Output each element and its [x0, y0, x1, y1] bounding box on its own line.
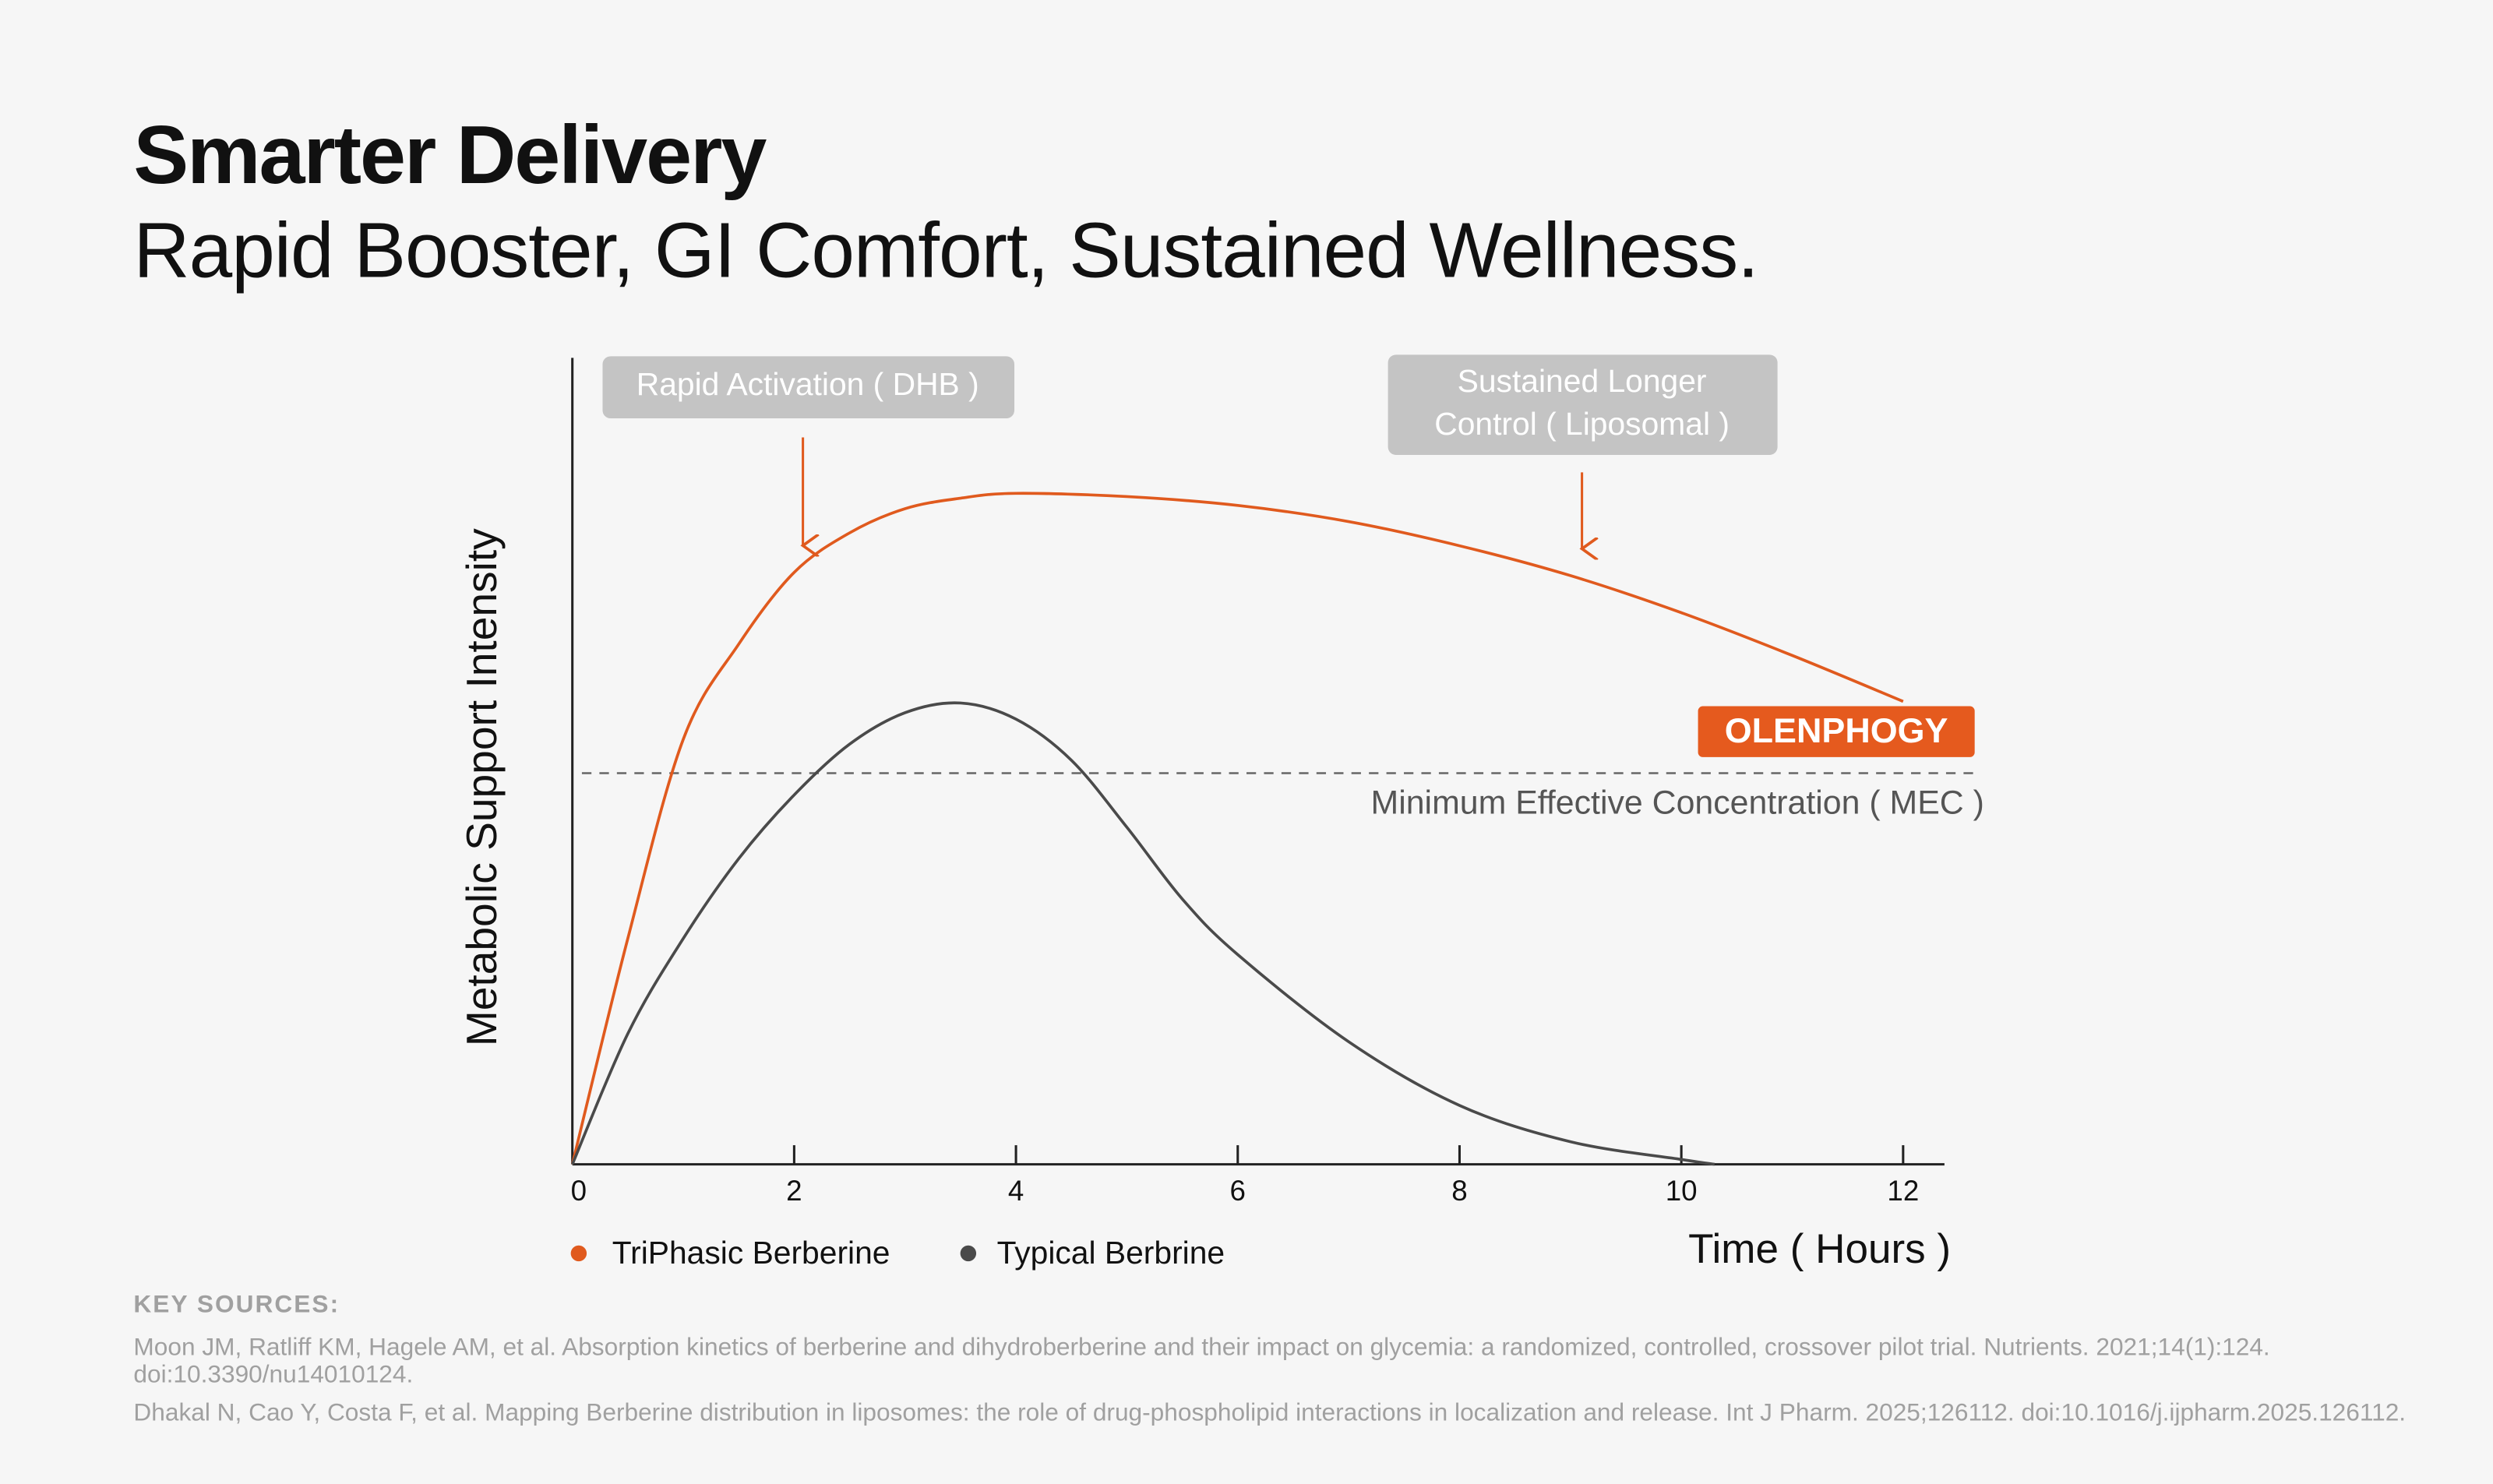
sources-heading: KEY SOURCES:: [133, 1291, 340, 1319]
x-tick-label: 8: [1451, 1175, 1467, 1207]
legend-label: TriPhasic Berberine: [612, 1235, 890, 1271]
x-tick-label: 2: [786, 1175, 802, 1207]
source: Moon JM, Ratliff KM, Hagele AM, et al. A…: [133, 1334, 2270, 1389]
legend-dot: [960, 1245, 977, 1262]
annotation-box: [1388, 354, 1778, 455]
source: Dhakal N, Cao Y, Costa F, et al. Mapping…: [133, 1399, 2407, 1427]
legend-label: Typical Berbrine: [997, 1235, 1225, 1271]
series-line: [570, 492, 1904, 1165]
x-tick-label: 6: [1230, 1175, 1246, 1207]
x-tick-label: 4: [1008, 1175, 1024, 1207]
brand: OLENPHOGY: [1725, 710, 1948, 750]
annotation: Control ( Liposomal ): [1434, 406, 1730, 442]
legend-dot: [570, 1245, 587, 1262]
x-tick-label: 12: [1887, 1175, 1919, 1207]
y-axis-label: Metabolic Support Intensity: [457, 528, 506, 1046]
title: Smarter Delivery: [133, 109, 767, 203]
sources: KEY SOURCES: Moon JM, Ratliff KM, Hagele…: [133, 1292, 2423, 1438]
x-tick-label: 0: [571, 1175, 587, 1207]
subtitle: Rapid Booster, GI Comfort, Sustained Wel…: [133, 208, 1759, 294]
x-axis-label: Time ( Hours ): [1688, 1226, 1951, 1272]
x-tick-label: 10: [1666, 1175, 1698, 1207]
mec-label: Minimum Effective Concentration ( MEC ): [1371, 784, 1984, 821]
brand-badge: [1698, 706, 1975, 757]
annotation: Sustained Longer: [1458, 363, 1707, 399]
annotation-box: [602, 356, 1015, 418]
series-line: [570, 701, 1715, 1166]
annotation: Rapid Activation ( DHB ): [636, 366, 979, 402]
